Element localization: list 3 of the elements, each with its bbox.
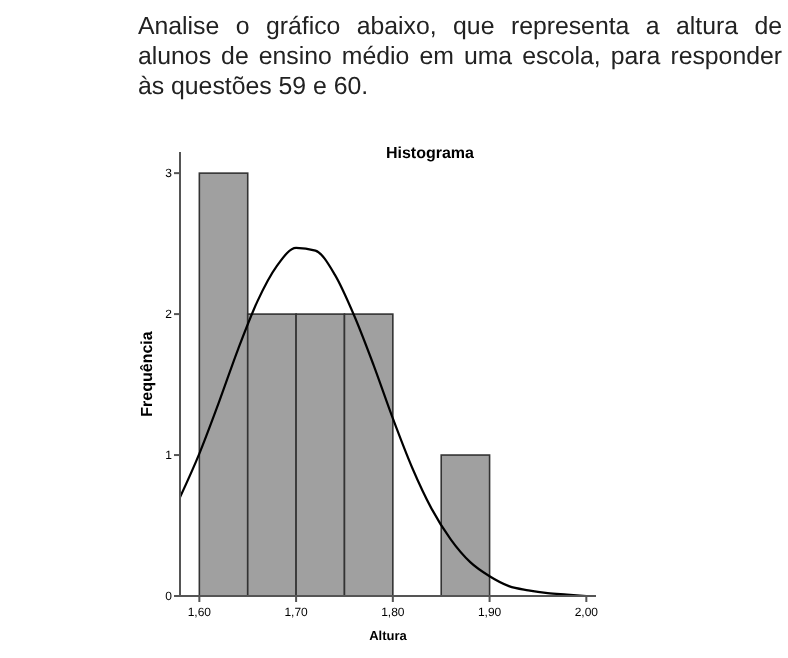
y-axis-title: Frequência <box>138 330 156 417</box>
text: Analise o gráfico abaixo, que representa a altura de alunos de ensino médio em uma escola, para responder às questões 59 e 60. <box>138 12 782 102</box>
chart-title: Histograma <box>385 144 476 162</box>
